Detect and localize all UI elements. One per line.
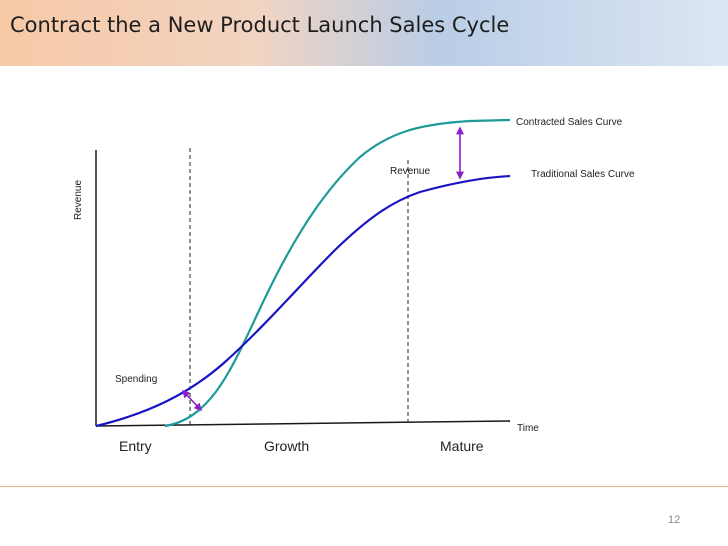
phase-label-mature: Mature xyxy=(440,438,484,454)
slide-title: Contract the a New Product Launch Sales … xyxy=(10,13,510,37)
x-axis xyxy=(95,420,511,427)
y-axis-label: Revenue xyxy=(73,180,84,220)
spending-gap-arrow xyxy=(181,389,203,412)
x-axis-label: Time xyxy=(517,423,539,434)
page-number: 12 xyxy=(668,514,681,526)
traditional-curve-label: Traditional Sales Curve xyxy=(531,169,635,180)
footer-rule xyxy=(0,486,728,487)
spending-annotation: Spending xyxy=(115,374,157,385)
phase-label-entry: Entry xyxy=(119,438,152,454)
traditional-sales-curve xyxy=(95,174,511,428)
phase-label-growth: Growth xyxy=(264,438,309,454)
contracted-curve-label: Contracted Sales Curve xyxy=(516,117,623,128)
revenue-annotation: Revenue xyxy=(390,166,430,177)
title-bar: Contract the a New Product Launch Sales … xyxy=(0,0,728,66)
contracted-sales-curve xyxy=(164,118,511,428)
